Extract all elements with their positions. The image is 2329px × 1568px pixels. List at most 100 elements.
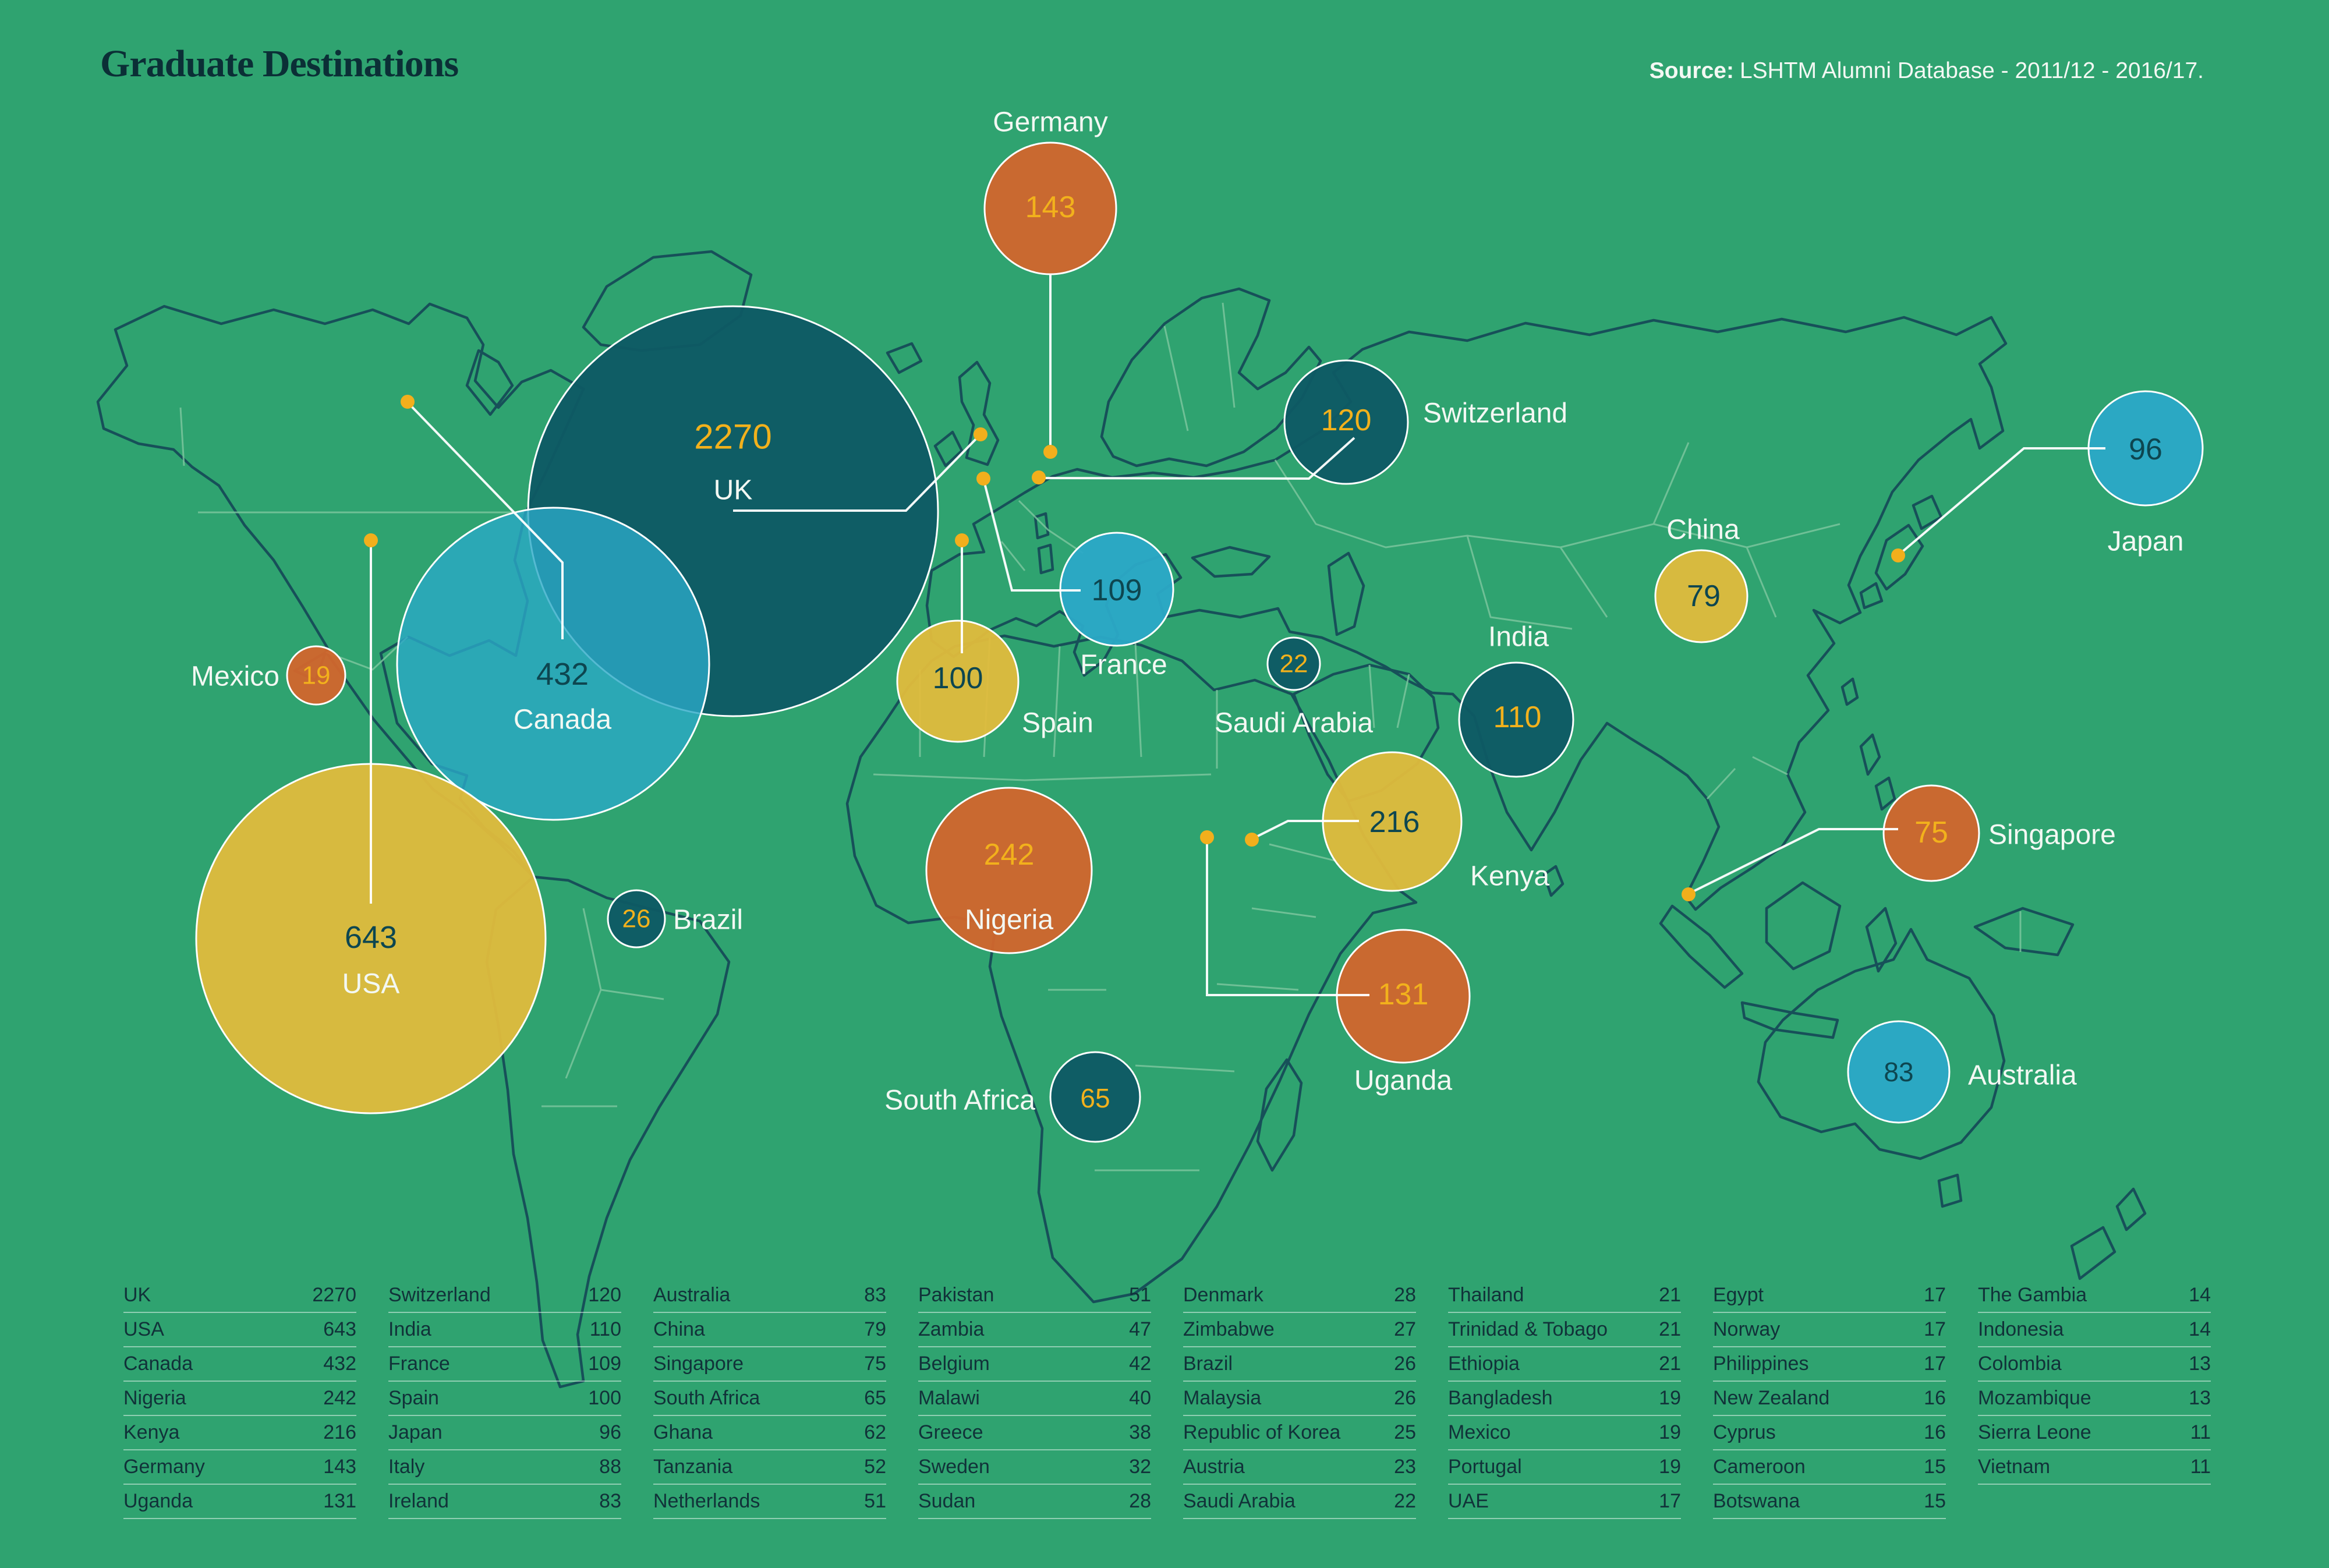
country-name: Norway bbox=[1713, 1318, 1781, 1340]
country-name: Australia bbox=[653, 1284, 731, 1306]
bubble-brazil bbox=[607, 889, 666, 948]
table-row: Cameroon 15 bbox=[1713, 1450, 1946, 1485]
country-name: South Africa bbox=[653, 1387, 760, 1409]
anchor-switzerland bbox=[1032, 470, 1046, 484]
anchor-japan bbox=[1891, 548, 1905, 562]
table-row: Mozambique 13 bbox=[1978, 1382, 2211, 1416]
country-value: 32 bbox=[1129, 1456, 1151, 1478]
country-name: Zimbabwe bbox=[1183, 1318, 1275, 1340]
source-note: Source: LSHTM Alumni Database - 2011/12 -… bbox=[1650, 58, 2204, 84]
country-name: Ghana bbox=[653, 1421, 713, 1443]
country-name: France bbox=[388, 1353, 450, 1375]
table-row: Singapore 75 bbox=[653, 1347, 886, 1382]
switzerland-value: 120 bbox=[1321, 403, 1372, 437]
country-name: Vietnam bbox=[1978, 1456, 2051, 1478]
country-value: 21 bbox=[1659, 1284, 1681, 1306]
country-value: 21 bbox=[1659, 1318, 1681, 1340]
anchor-germany bbox=[1043, 445, 1057, 459]
table-row: Canada 432 bbox=[123, 1347, 356, 1382]
table-row: Bangladesh 19 bbox=[1448, 1382, 1681, 1416]
country-name: Netherlands bbox=[653, 1490, 760, 1512]
france-value: 109 bbox=[1092, 574, 1142, 607]
country-name: Singapore bbox=[653, 1353, 744, 1375]
canada-label: Canada bbox=[514, 705, 611, 735]
map-java bbox=[1740, 1001, 1839, 1039]
country-value: 11 bbox=[2190, 1421, 2211, 1443]
map-scandinavia bbox=[1100, 287, 1322, 468]
country-name: Cameroon bbox=[1713, 1456, 1806, 1478]
table-column: The Gambia 14 Indonesia 14 Colombia 13 Mozambi… bbox=[1978, 1279, 2211, 1485]
country-value: 42 bbox=[1129, 1353, 1151, 1375]
country-name: Portugal bbox=[1448, 1456, 1522, 1478]
table-row: Japan 96 bbox=[388, 1416, 621, 1450]
country-value: 13 bbox=[2189, 1353, 2211, 1375]
country-name: Sweden bbox=[918, 1456, 990, 1478]
table-row: France 109 bbox=[388, 1347, 621, 1382]
country-name: Mozambique bbox=[1978, 1387, 2091, 1409]
country-value: 19 bbox=[1659, 1421, 1681, 1443]
bubble-switzerland bbox=[1283, 359, 1409, 485]
table-row: Spain 100 bbox=[388, 1382, 621, 1416]
table-row: USA 643 bbox=[123, 1313, 356, 1347]
country-name: UK bbox=[123, 1284, 151, 1306]
leader-switzerland bbox=[1039, 437, 1355, 480]
saudi-arabia-label: Saudi Arabia bbox=[1215, 708, 1374, 739]
country-name: Sierra Leone bbox=[1978, 1421, 2091, 1443]
map-tasmania bbox=[1937, 1173, 1963, 1208]
anchor-singapore bbox=[1682, 887, 1696, 901]
table-row: UK 2270 bbox=[123, 1279, 356, 1313]
map-north-america bbox=[96, 302, 585, 879]
country-value: 100 bbox=[588, 1387, 621, 1409]
table-row: Ghana 62 bbox=[653, 1416, 886, 1450]
country-value: 79 bbox=[864, 1318, 886, 1340]
table-row: Sudan 28 bbox=[918, 1485, 1151, 1519]
table-row: Austria 23 bbox=[1183, 1450, 1416, 1485]
country-name: Brazil bbox=[1183, 1353, 1233, 1375]
nigeria-label: Nigeria bbox=[965, 905, 1053, 936]
table-row: Trinidad & Tobago 21 bbox=[1448, 1313, 1681, 1347]
bubble-nigeria bbox=[925, 787, 1093, 954]
table-row: Sierra Leone 11 bbox=[1978, 1416, 2211, 1450]
country-value: 17 bbox=[1659, 1490, 1681, 1512]
china-label: China bbox=[1666, 515, 1740, 546]
country-value: 17 bbox=[1924, 1284, 1946, 1306]
table-row: UAE 17 bbox=[1448, 1485, 1681, 1519]
anchor-usa bbox=[364, 533, 378, 547]
map-borneo bbox=[1765, 881, 1842, 971]
map-sri-lanka bbox=[1542, 865, 1565, 897]
table-row: Thailand 21 bbox=[1448, 1279, 1681, 1313]
china-value: 79 bbox=[1687, 579, 1721, 613]
country-value: 25 bbox=[1394, 1421, 1416, 1443]
country-value: 11 bbox=[2190, 1456, 2211, 1478]
map-black-sea bbox=[1191, 546, 1271, 578]
country-value: 15 bbox=[1924, 1490, 1946, 1512]
map-south-america bbox=[485, 875, 731, 1389]
country-value: 26 bbox=[1394, 1387, 1416, 1409]
map-hudson-bay bbox=[465, 349, 514, 416]
country-value: 143 bbox=[323, 1456, 356, 1478]
country-name: Thailand bbox=[1448, 1284, 1524, 1306]
map-corsica-sardinia bbox=[1033, 512, 1054, 575]
switzerland-label: Switzerland bbox=[1423, 398, 1567, 429]
table-row: Brazil 26 bbox=[1183, 1347, 1416, 1382]
country-value: 2270 bbox=[312, 1284, 356, 1306]
germany-value: 143 bbox=[1025, 190, 1076, 224]
bubbles-layer bbox=[195, 141, 2204, 1143]
country-value: 40 bbox=[1129, 1387, 1151, 1409]
bubble-spain bbox=[896, 620, 1020, 743]
usa-value: 643 bbox=[345, 920, 397, 955]
map-new-zealand bbox=[2070, 1187, 2147, 1280]
leader-canada bbox=[406, 401, 564, 639]
table-row: Tanzania 52 bbox=[653, 1450, 886, 1485]
table-column: Thailand 21 Trinidad & Tobago 21 Ethiopia 21 B… bbox=[1448, 1279, 1681, 1519]
table-column: Pakistan 51 Zambia 47 Belgium 42 Malawi 40 Greec… bbox=[918, 1279, 1151, 1519]
country-name: Ethiopia bbox=[1448, 1353, 1520, 1375]
australia-label: Australia bbox=[1968, 1060, 2077, 1091]
country-name: Philippines bbox=[1713, 1353, 1809, 1375]
bubble-china bbox=[1654, 549, 1748, 643]
country-name: Mexico bbox=[1448, 1421, 1511, 1443]
country-name: Cyprus bbox=[1713, 1421, 1776, 1443]
country-name: Belgium bbox=[918, 1353, 990, 1375]
map-new-guinea bbox=[1973, 907, 2075, 957]
country-value: 51 bbox=[864, 1490, 886, 1512]
